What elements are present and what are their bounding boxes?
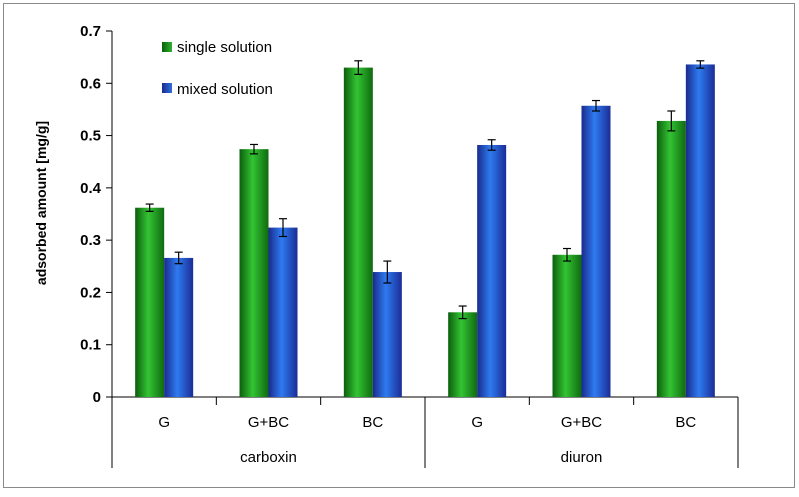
y-tick-label: 0 — [93, 389, 101, 406]
y-tick-label: 0.2 — [80, 284, 101, 301]
x-group-label: carboxin — [240, 449, 297, 466]
error-bars — [145, 60, 705, 320]
bar-mixed — [685, 64, 715, 397]
bar-mixed — [372, 272, 402, 397]
bar-mixed — [164, 257, 194, 397]
y-tick-label: 0.3 — [80, 232, 101, 249]
bar-single — [552, 254, 582, 397]
bar-mixed — [581, 105, 611, 398]
x-group-labels: carboxin diuron — [111, 397, 739, 468]
y-ticks: 0 0.1 0.2 0.3 0.4 0.5 0.6 0.7 — [80, 23, 112, 406]
x-category-label: G+BC — [561, 414, 602, 431]
x-category-label: G — [471, 414, 483, 431]
legend-swatch-single — [162, 42, 172, 52]
bar-single — [239, 149, 269, 397]
legend-label-single: single solution — [177, 39, 272, 56]
bar-single — [343, 67, 373, 397]
bar-single — [135, 207, 165, 397]
legend-label-mixed: mixed solution — [177, 81, 273, 98]
chart-border — [3, 3, 795, 488]
legend: single solution mixed solution — [162, 39, 273, 98]
legend-swatch-mixed — [162, 83, 172, 93]
x-category-label: G — [158, 414, 170, 431]
y-tick-label: 0.6 — [80, 75, 101, 92]
bar-single — [656, 120, 686, 397]
x-category-label: BC — [675, 414, 696, 431]
x-category-label: BC — [362, 414, 383, 431]
y-tick-label: 0.5 — [80, 128, 101, 145]
bars — [135, 64, 715, 398]
x-group-label: diuron — [561, 449, 603, 466]
x-category-labels: G G+BC BC G G+BC BC — [158, 397, 696, 431]
y-tick-label: 0.4 — [80, 180, 102, 197]
y-tick-label: 0.7 — [80, 23, 101, 40]
y-tick-label: 0.1 — [80, 337, 101, 354]
bar-mixed — [268, 227, 298, 397]
y-axis-label: adsorbed amount [mg/g] — [33, 121, 49, 285]
bar-single — [448, 312, 478, 397]
bar-mixed — [477, 144, 507, 397]
x-category-label: G+BC — [248, 414, 289, 431]
